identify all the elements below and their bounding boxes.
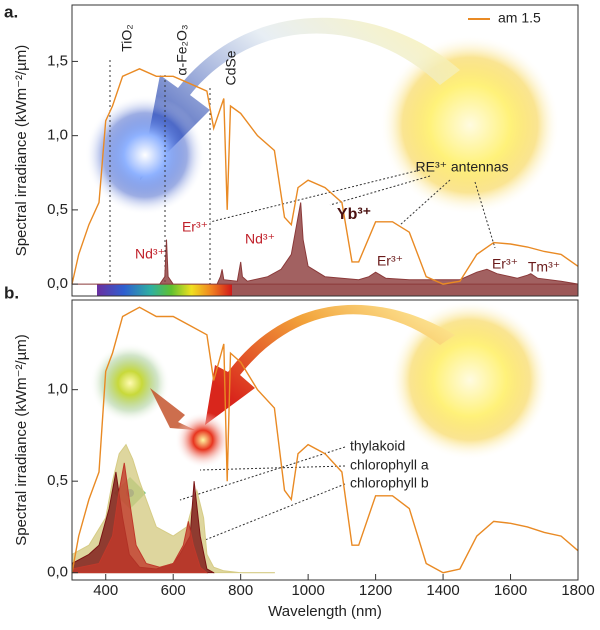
x-tick-label: 1000	[291, 582, 324, 599]
small-arrow	[150, 388, 195, 430]
plot-frame	[71, 299, 579, 581]
series-label: thylakoid	[350, 438, 405, 454]
y-tick-label: 1,5	[47, 52, 68, 69]
panel-label: b.	[4, 283, 19, 302]
legend-label: am 1.5	[498, 10, 541, 26]
illustration	[90, 300, 550, 541]
x-tick-label: 1600	[494, 582, 527, 599]
infrared-strip	[232, 284, 578, 296]
sun-icon	[380, 35, 560, 215]
x-tick-label: 1200	[359, 582, 392, 599]
x-tick-label: 1400	[426, 582, 459, 599]
annotation: α-Fe₂O₃	[174, 24, 190, 75]
red-light-icon	[175, 412, 231, 468]
annotation: RE³⁺ antennas	[416, 159, 509, 175]
panel-label: a.	[4, 2, 18, 21]
annotation: Er³⁺	[377, 253, 403, 269]
annotation: CdSe	[223, 50, 239, 85]
spectrum-line	[71, 68, 579, 285]
annotation: Tm³⁺	[528, 259, 560, 275]
absorption-area	[71, 462, 208, 574]
y-tick-label: 1,0	[47, 127, 68, 144]
y-tick-label: 0,5	[47, 472, 68, 489]
annotation: Er³⁺	[492, 256, 518, 272]
green-light-icon	[90, 343, 170, 423]
x-axis-label: Wavelength (nm)	[268, 603, 382, 620]
annotation: Nd³⁺	[245, 231, 275, 247]
annotation: Nd³⁺	[135, 246, 165, 262]
absorption-area	[71, 202, 579, 285]
sun-icon	[390, 300, 550, 460]
antenna-pointers	[209, 169, 496, 249]
x-tick-label: 400	[93, 582, 118, 599]
x-tick-label: 800	[228, 582, 253, 599]
converted-light-icon	[85, 95, 205, 215]
visible-spectrum-strip	[97, 284, 232, 296]
light-arrow	[205, 304, 455, 425]
series-label: chlorophyll a	[350, 457, 429, 473]
y-tick-label: 0,0	[47, 275, 68, 292]
y-tick-label: 0,5	[47, 201, 68, 218]
light-arrow	[140, 17, 460, 180]
spectrum-line	[71, 306, 579, 574]
y-tick-label: 1,0	[47, 381, 68, 398]
y-axis-label: Spectral irradiance (kWm⁻²/µm)	[13, 45, 30, 257]
series-label: chlorophyll b	[350, 475, 429, 491]
y-tick-label: 0,0	[47, 564, 68, 581]
annotation: Er³⁺	[182, 219, 208, 235]
annotation: TiO₂	[119, 24, 135, 51]
y-axis-label: Spectral irradiance (kWm⁻²/µm)	[13, 334, 30, 546]
label-pointers	[179, 446, 346, 541]
illustration	[85, 17, 578, 296]
annotation: Yb³⁺	[337, 206, 371, 223]
x-tick-label: 1800	[561, 582, 594, 599]
plot-frame	[71, 4, 579, 297]
x-tick-label: 600	[161, 582, 186, 599]
